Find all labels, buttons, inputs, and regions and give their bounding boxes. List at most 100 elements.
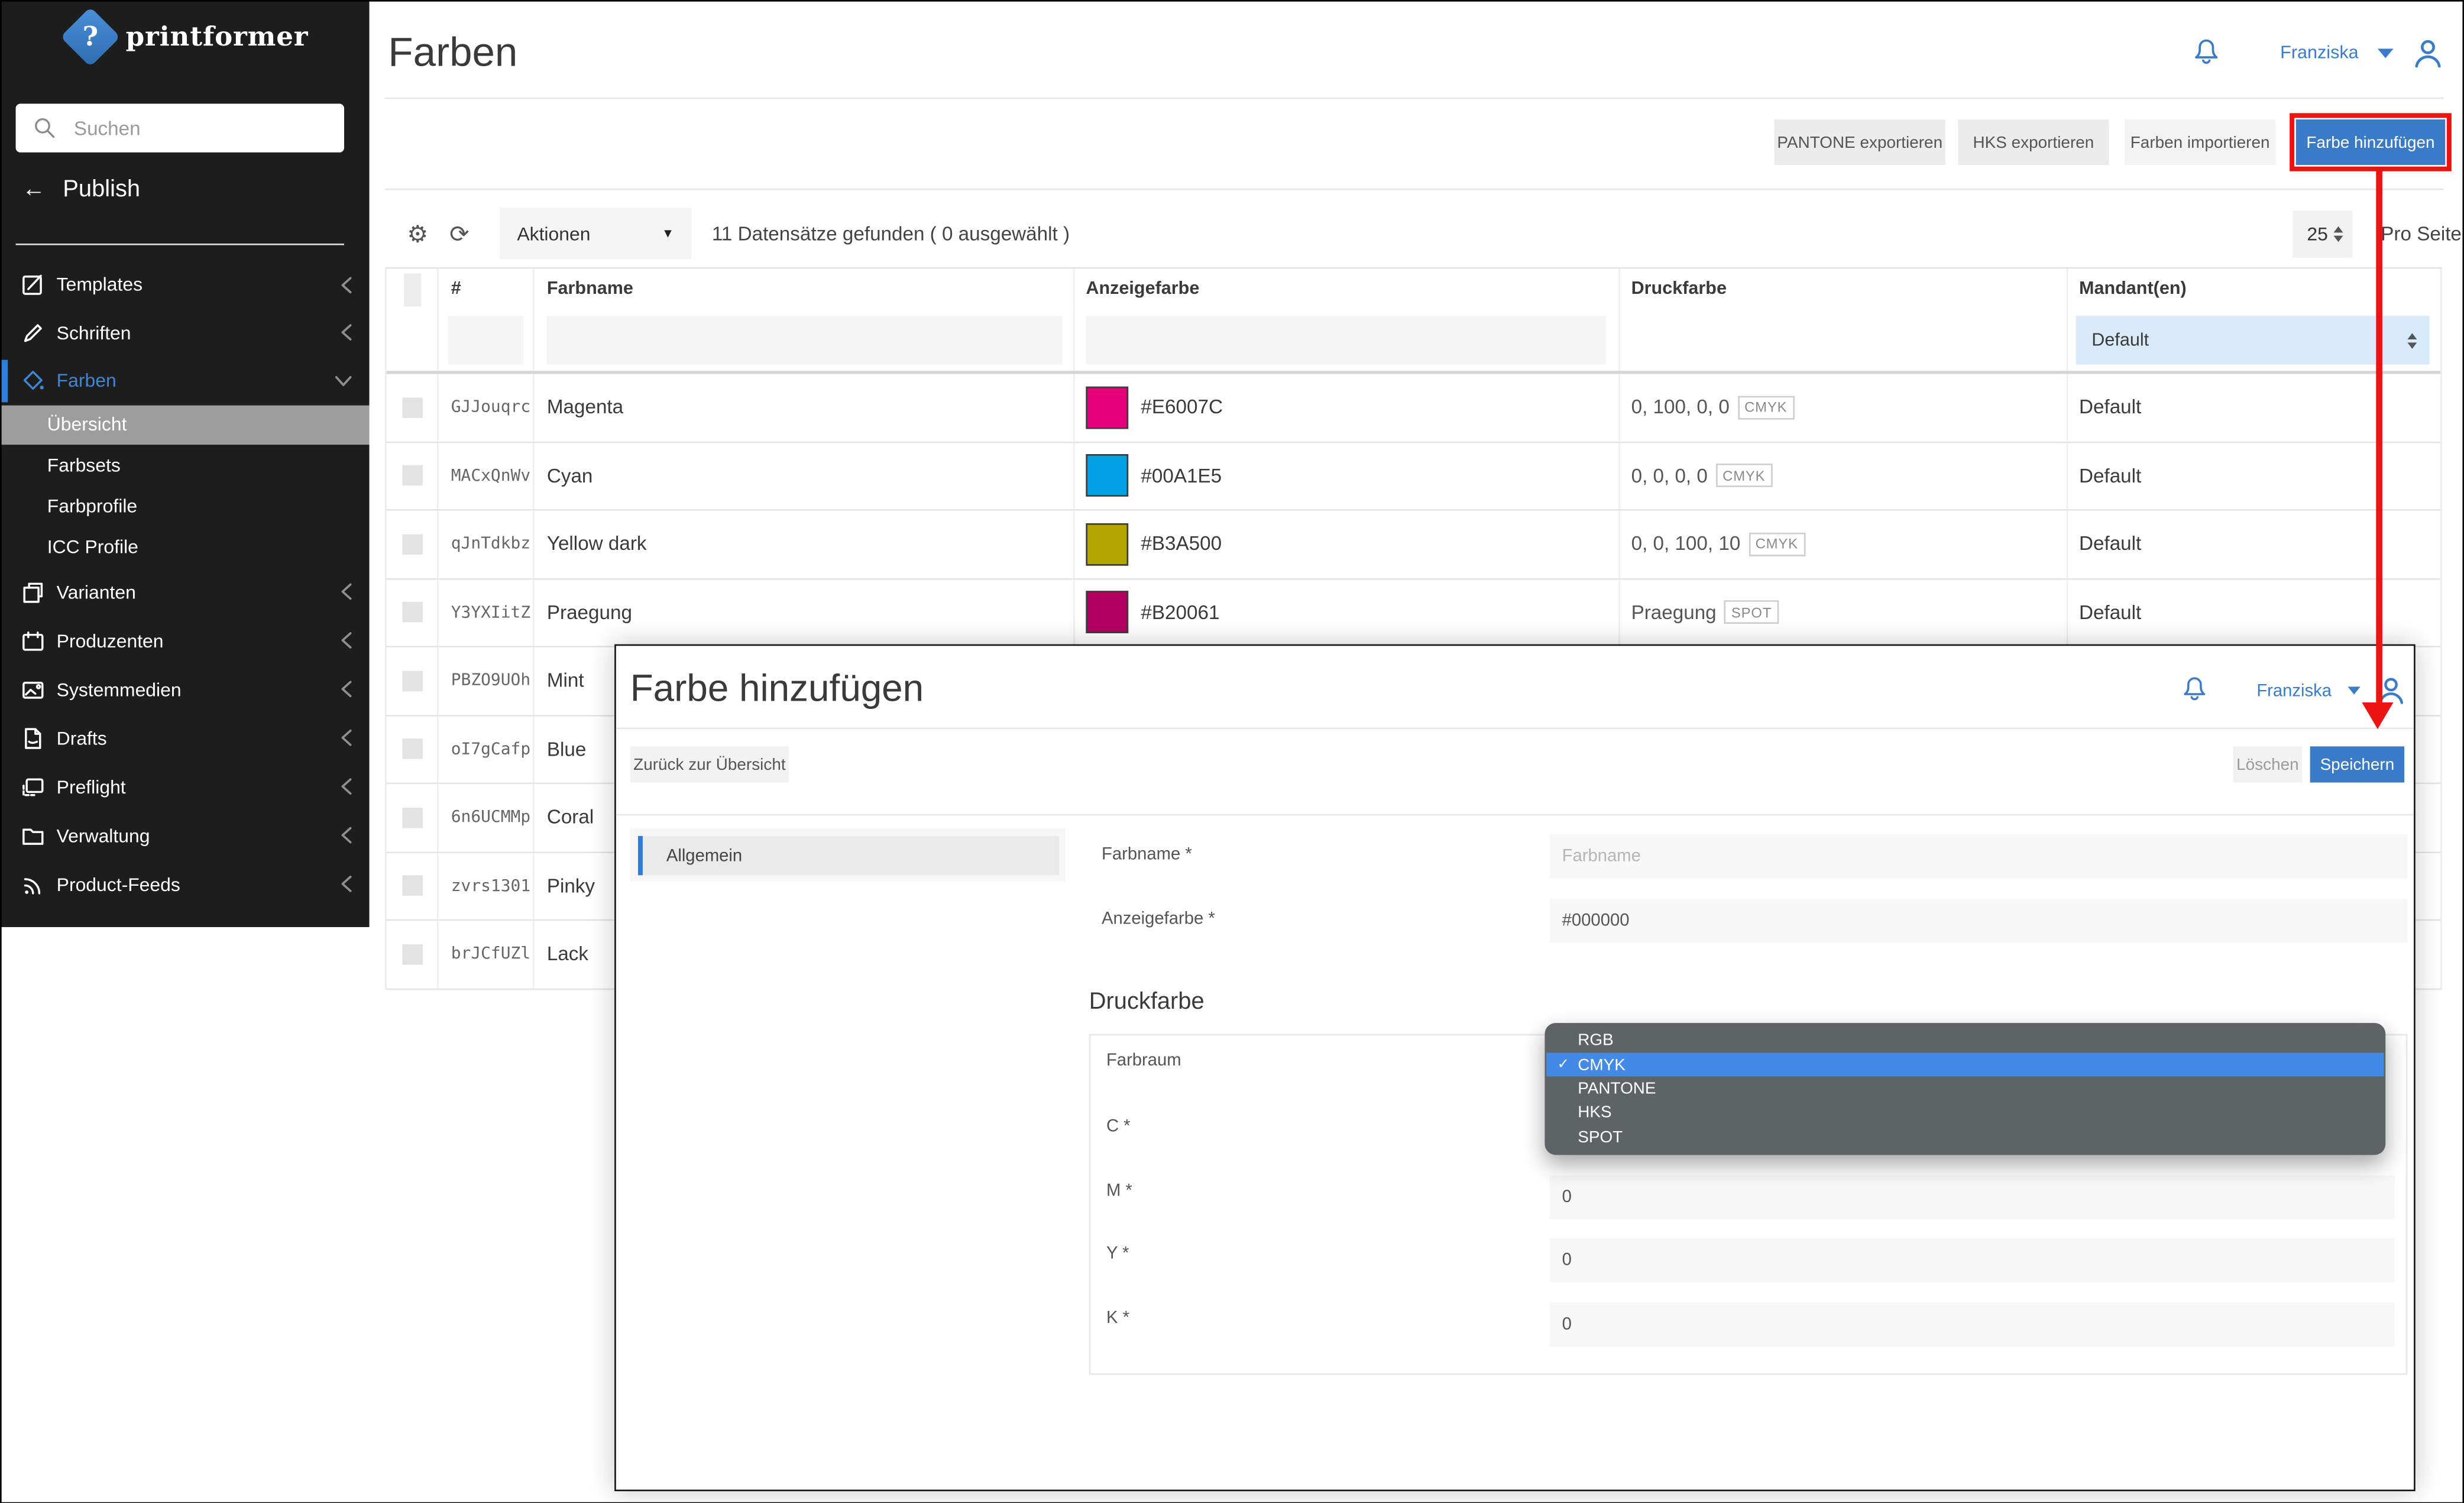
import-colors-button[interactable]: Farben importieren: [2125, 119, 2276, 166]
sidebar-item-drafts[interactable]: Drafts: [0, 714, 370, 762]
refresh-icon[interactable]: ⟳: [449, 221, 470, 248]
row-checkbox[interactable]: [402, 944, 422, 965]
k-input[interactable]: [1549, 1303, 2395, 1347]
col-header-mandant[interactable]: Mandant(en): [2079, 280, 2187, 299]
druckfarbe-panel: Farbraum C * M * Y * K *: [1089, 1034, 2408, 1375]
y-input[interactable]: [1549, 1238, 2395, 1282]
filter-anzeigefarbe-input[interactable]: [1086, 316, 1607, 365]
chevron-left-icon: [341, 681, 352, 698]
row-checkbox[interactable]: [402, 602, 422, 623]
dropdown-option-cmyk[interactable]: ✓ CMYK: [1546, 1052, 2384, 1077]
per-page-label: Pro Seite: [2381, 223, 2462, 245]
anzeigefarbe-label: Anzeigefarbe *: [1101, 909, 1215, 929]
row-checkbox[interactable]: [402, 670, 422, 691]
search-icon: [35, 118, 55, 138]
sidebar-item-produzenten[interactable]: Produzenten: [0, 616, 370, 665]
sidebar-item-varianten[interactable]: Varianten: [0, 567, 370, 616]
dropdown-option-pantone[interactable]: PANTONE: [1578, 1079, 1656, 1099]
hks-export-button[interactable]: HKS exportieren: [1958, 119, 2109, 166]
modal-title: Farbe hinzufügen: [630, 668, 924, 711]
sidebar-item-preflight[interactable]: Preflight: [0, 762, 370, 811]
chevron-left-icon: [341, 778, 352, 795]
colorspace-badge: CMYK: [1715, 464, 1773, 488]
add-color-button[interactable]: Farbe hinzufügen: [2295, 119, 2446, 166]
dropdown-option-rgb[interactable]: RGB: [1578, 1031, 1614, 1050]
dropdown-option-hks[interactable]: HKS: [1578, 1103, 1612, 1123]
row-checkbox[interactable]: [402, 738, 422, 760]
table-row[interactable]: MACxQnWv Cyan #00A1E5 0, 0, 0, 0 CMYK Def…: [386, 442, 2441, 511]
sidebar-subitem-farbsets[interactable]: Farbsets: [47, 454, 121, 477]
table-row[interactable]: Y3YXIitZ Praegung #B20061 Praegung SPOT D…: [386, 579, 2441, 647]
actions-divider: [385, 188, 2444, 190]
search-input[interactable]: [70, 115, 313, 141]
sidebar-subitem-icc-profile[interactable]: ICC Profile: [47, 536, 138, 558]
anzeigefarbe-input[interactable]: [1549, 899, 2408, 943]
colorspace-badge: SPOT: [1724, 600, 1779, 624]
druckfarbe-heading: Druckfarbe: [1089, 988, 1205, 1015]
brand-name: printformer: [125, 21, 309, 53]
dropdown-option-spot[interactable]: SPOT: [1578, 1128, 1623, 1147]
sidebar-item-systemmedien[interactable]: Systemmedien: [0, 665, 370, 713]
sidebar-back-publish[interactable]: ← Publish: [22, 176, 140, 203]
user-caret-down-icon: [2377, 48, 2394, 59]
col-header-anzeigefarbe[interactable]: Anzeigefarbe: [1075, 268, 1620, 310]
notifications-bell-icon[interactable]: [2181, 672, 2208, 710]
gear-icon[interactable]: ⚙: [407, 221, 429, 248]
sidebar-item-farben[interactable]: Farben: [0, 357, 370, 404]
save-button[interactable]: Speichern: [2310, 746, 2405, 783]
col-header-druckfarbe[interactable]: Druckfarbe: [1620, 268, 2068, 310]
user-name: Franziska: [2256, 681, 2332, 700]
sidebar-item-schriften[interactable]: Schriften: [0, 309, 370, 357]
actions-dropdown[interactable]: Aktionen ▼: [500, 207, 692, 260]
stepper-icon: [2333, 226, 2343, 242]
pencil-icon: [21, 320, 47, 345]
user-name: Franziska: [2280, 44, 2359, 63]
notifications-bell-icon[interactable]: [2192, 34, 2220, 73]
mandant-filter-select[interactable]: Default: [2076, 316, 2430, 365]
back-to-overview-button[interactable]: Zurück zur Übersicht: [630, 746, 789, 783]
publish-label: Publish: [63, 176, 141, 203]
chevron-left-icon: [341, 276, 352, 293]
row-checkbox[interactable]: [402, 875, 422, 896]
sidebar-item-templates[interactable]: Templates: [0, 261, 370, 309]
col-header-farbname[interactable]: Farbname: [535, 268, 1075, 310]
row-checkbox[interactable]: [402, 465, 422, 486]
y-label: Y *: [1106, 1244, 1129, 1264]
chevron-left-icon: [341, 631, 352, 649]
brand-logo[interactable]: ? printformer: [60, 7, 309, 67]
user-menu[interactable]: Franziska: [2256, 676, 2405, 705]
filter-id-input[interactable]: [448, 316, 523, 365]
delete-button[interactable]: Löschen: [2233, 746, 2303, 783]
row-checkbox[interactable]: [402, 397, 422, 418]
pantone-export-button[interactable]: PANTONE exportieren: [1774, 119, 1946, 166]
col-header-id[interactable]: #: [438, 268, 535, 310]
filter-farbname-input[interactable]: [546, 316, 1063, 365]
color-swatch: [1086, 454, 1129, 497]
page-size-select[interactable]: 25: [2293, 210, 2353, 258]
sidebar-subitem-uebersicht[interactable]: Übersicht: [0, 404, 370, 445]
sidebar-item-product-feeds[interactable]: Product-Feeds: [0, 860, 370, 908]
sidebar-search[interactable]: [15, 103, 345, 153]
farbraum-label: Farbraum: [1106, 1051, 1181, 1070]
copies-icon: [21, 579, 47, 604]
table-row[interactable]: GJJouqrc Magenta #E6007C 0, 100, 0, 0 CMY…: [386, 374, 2441, 443]
row-checkbox[interactable]: [402, 533, 422, 555]
modal-tab-panel: Allgemein: [630, 828, 1066, 882]
back-arrow-icon: ←: [22, 176, 46, 203]
sidebar-item-verwaltung[interactable]: Verwaltung: [0, 811, 370, 859]
select-all-checkbox[interactable]: [403, 273, 420, 306]
chevron-left-icon: [341, 324, 352, 341]
tab-allgemein[interactable]: Allgemein: [637, 835, 1060, 876]
sidebar-subitem-farbprofile[interactable]: Farbprofile: [47, 495, 138, 517]
page-title: Farben: [388, 28, 518, 76]
row-checkbox[interactable]: [402, 807, 422, 828]
table-row[interactable]: qJnTdkbz Yellow dark #B3A500 0, 0, 100, …: [386, 510, 2441, 579]
table-filter-row: Default: [386, 309, 2441, 374]
modal-divider: [616, 727, 2414, 730]
rss-icon: [21, 872, 47, 897]
farbname-label: Farbname *: [1101, 845, 1192, 864]
m-input[interactable]: [1549, 1175, 2395, 1220]
user-menu[interactable]: Franziska: [2280, 38, 2443, 69]
chevron-left-icon: [341, 729, 352, 746]
farbname-input[interactable]: [1549, 834, 2408, 879]
